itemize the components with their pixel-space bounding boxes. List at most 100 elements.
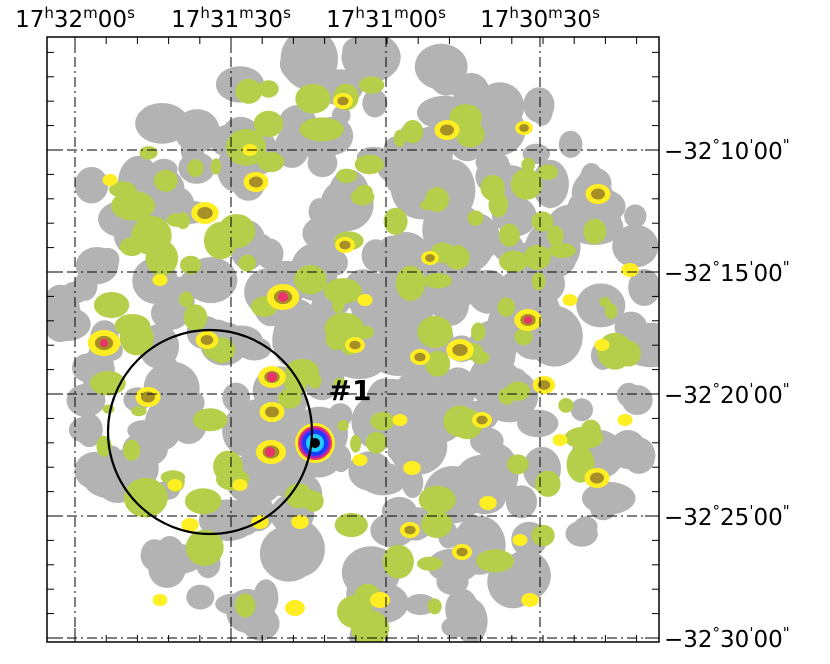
contour-blob-green (337, 420, 349, 432)
contour-blob-green (295, 83, 331, 114)
contour-blob-grey (329, 186, 357, 217)
contour-blob-green (257, 151, 285, 173)
contour-blob-green (531, 211, 554, 232)
contour-peak-brown (452, 343, 468, 357)
contour-blob-green (217, 214, 256, 248)
contour-blob-grey (533, 292, 561, 337)
x-tick-label: 17h30m30s (480, 4, 600, 33)
contour-blob-green (102, 404, 115, 414)
contour-blob-grey (361, 239, 390, 272)
y-tick-label: −32°30'00" (664, 624, 790, 653)
contour-blob-grey (334, 348, 385, 379)
contour-blob-green (467, 210, 484, 226)
contour-blob-grey (341, 37, 401, 82)
contour-blob-green (427, 598, 442, 615)
contour-peak-brown (337, 96, 349, 106)
x-tick-label: 17h32m00s (15, 4, 135, 33)
contour-blob-green (294, 265, 327, 295)
contour-blob-green (187, 159, 204, 178)
contour-blob-grey (609, 430, 647, 469)
contour-peak-yellow (594, 339, 610, 351)
contour-peak-yellow (392, 414, 408, 426)
contour-blob-grey (428, 52, 465, 96)
contour-peak-yellow (621, 263, 639, 277)
contour-blob-green (355, 184, 373, 199)
contour-blob-green (476, 549, 514, 573)
contour-blob-green (332, 296, 345, 313)
contour-blob-grey (412, 135, 435, 163)
contour-blob-green (523, 244, 551, 270)
contour-blob-green (139, 489, 161, 504)
contour-peak-brown (537, 380, 551, 390)
contour-blob-grey (222, 382, 251, 413)
contour-blob-green (510, 168, 543, 200)
contour-peak-brown (519, 124, 529, 132)
contour-peak-brown (197, 206, 213, 220)
contour-peak-brown (265, 406, 279, 418)
contour-blob-green (185, 529, 224, 566)
contour-blob-grey (624, 204, 647, 228)
contour-blob-green (114, 314, 151, 338)
contour-peak-pink (524, 316, 532, 324)
contour-blob-grey (186, 584, 215, 610)
contour-blob-green (183, 304, 208, 331)
contour-blob-green (531, 524, 555, 547)
contour-peak-yellow (562, 294, 578, 306)
contour-blob-grey (387, 442, 413, 462)
contour-peak-pink (100, 339, 108, 347)
contour-blob-grey (74, 166, 109, 204)
contour-blob-green (354, 154, 384, 175)
axes-frame (46, 36, 660, 643)
y-tick-label: −32°20'00" (664, 380, 790, 409)
source-1-position-marker (310, 438, 320, 448)
contour-blob-grey (252, 234, 272, 254)
contour-blob-grey (135, 103, 189, 144)
y-tick-label: −32°10'00" (664, 136, 790, 165)
contour-blob-grey (558, 130, 583, 158)
contour-blob-grey (75, 413, 103, 448)
contour-blob-green (180, 255, 202, 275)
x-tick-label: 17h31m30s (171, 4, 291, 33)
contour-peak-brown (339, 240, 351, 250)
contour-peak-yellow (552, 434, 568, 446)
contour-blob-green (323, 278, 362, 304)
contour-blob-grey (441, 616, 469, 638)
contour-blob-grey (517, 409, 559, 438)
contour-blob-green (285, 358, 319, 384)
contour-blob-green (421, 510, 453, 538)
y-axis-labels: −32°10'00" −32°15'00" −32°20'00" −32°25'00"… (664, 136, 790, 653)
contour-blob-grey (573, 516, 598, 538)
contour-peak-brown (404, 525, 416, 535)
contour-blob-grey (475, 82, 525, 131)
contour-peak-pink (265, 447, 275, 457)
contour-peak-yellow (232, 479, 248, 491)
overlay-marks: #1 (106, 328, 371, 536)
contour-blob-green (336, 168, 358, 184)
contour-blob-grey (47, 307, 91, 341)
contour-blob-green (365, 431, 387, 454)
contour-blob-green (131, 406, 147, 417)
contour-blob-green (111, 190, 155, 221)
contour-blob-green (535, 470, 561, 497)
contour-peak-yellow (167, 479, 183, 491)
contour-peak-yellow (152, 274, 168, 286)
contour-blob-green (325, 327, 347, 351)
contour-blob-grey (505, 485, 538, 519)
contour-peak-yellow (152, 594, 168, 606)
contour-blob-grey (401, 466, 424, 499)
contour-peak-brown (141, 391, 155, 403)
extraction-region-circle (106, 328, 314, 536)
contour-blob-green (123, 439, 141, 461)
contour-blob-green (179, 291, 194, 308)
contour-blob-green (418, 485, 456, 514)
contour-peak-yellow (102, 174, 118, 186)
contour-level-brown (94, 96, 605, 557)
contour-blob-green (382, 544, 414, 579)
contour-blob-grey (475, 151, 510, 174)
contour-blob-green (417, 315, 453, 349)
plot-frame (46, 36, 660, 643)
contour-blob-grey (628, 269, 659, 306)
y-tick-label: −32°25'00" (664, 502, 790, 531)
contour-blob-green (505, 381, 531, 401)
x-axis-labels: 17h32m00s 17h31m30s 17h31m00s 17h30m30s (15, 4, 600, 33)
